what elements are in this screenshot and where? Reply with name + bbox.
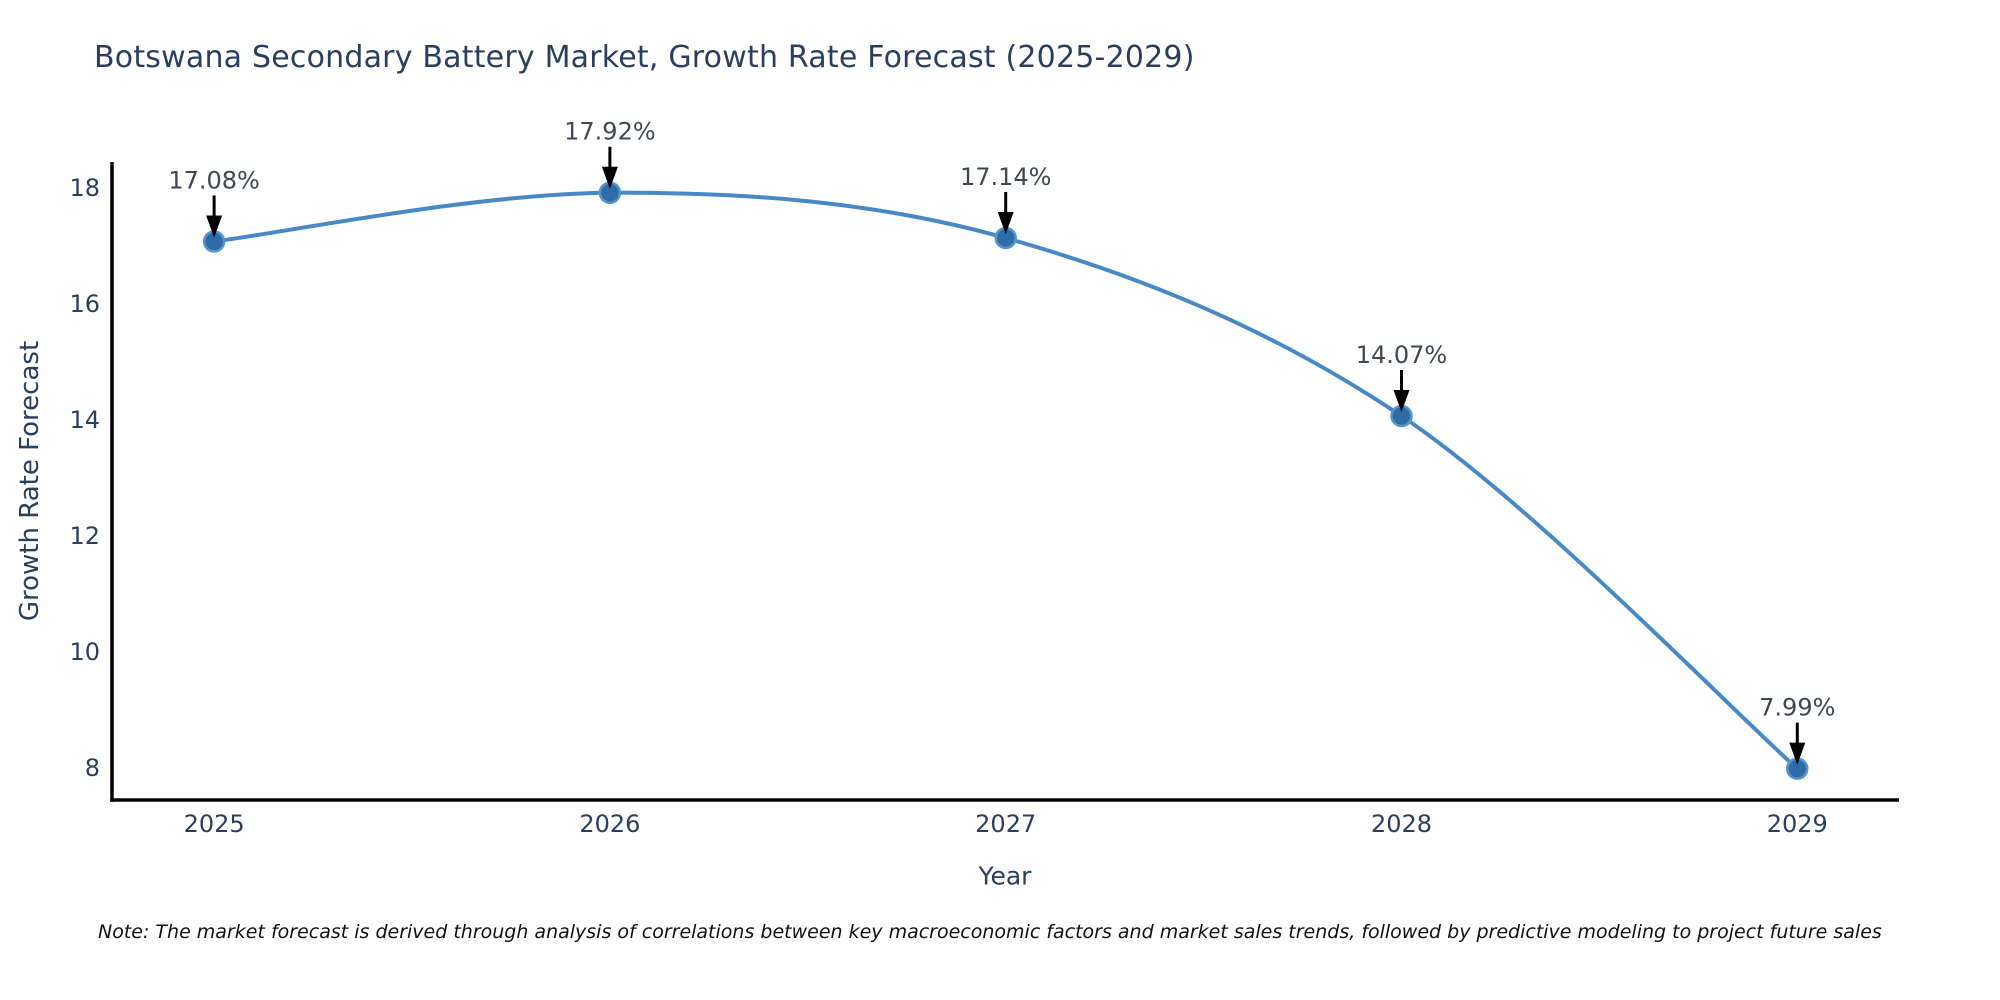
- annotation-arrowhead: [1789, 742, 1806, 765]
- annotation-label: 17.08%: [168, 166, 260, 194]
- y-tick-label: 12: [69, 522, 100, 550]
- chart-footnote: Note: The market forecast is derived thr…: [98, 921, 1882, 943]
- annotation-arrowhead: [601, 166, 618, 189]
- x-tick-label: 2028: [1371, 810, 1432, 838]
- annotation-arrowhead: [997, 211, 1014, 234]
- x-tick-label: 2026: [579, 810, 640, 838]
- x-tick-label: 2025: [184, 810, 245, 838]
- x-tick-label: 2027: [975, 810, 1036, 838]
- y-tick-label: 18: [69, 174, 100, 202]
- annotation-label: 17.14%: [960, 163, 1052, 191]
- x-tick-label: 2029: [1767, 810, 1828, 838]
- trend-line: [212, 190, 1800, 771]
- x-axis-title: Year: [978, 861, 1032, 891]
- chart-title: Botswana Secondary Battery Market, Growt…: [94, 40, 1195, 75]
- annotation-arrowhead: [1393, 390, 1410, 413]
- annotation-label: 17.92%: [564, 118, 656, 146]
- y-tick-label: 10: [69, 638, 100, 666]
- y-tick-label: 16: [69, 290, 100, 318]
- y-tick-label: 14: [69, 406, 100, 434]
- annotation-arrowhead: [206, 215, 223, 238]
- annotation-label: 14.07%: [1356, 341, 1448, 369]
- y-tick-label: 8: [85, 754, 100, 782]
- annotation-label: 7.99%: [1759, 694, 1835, 722]
